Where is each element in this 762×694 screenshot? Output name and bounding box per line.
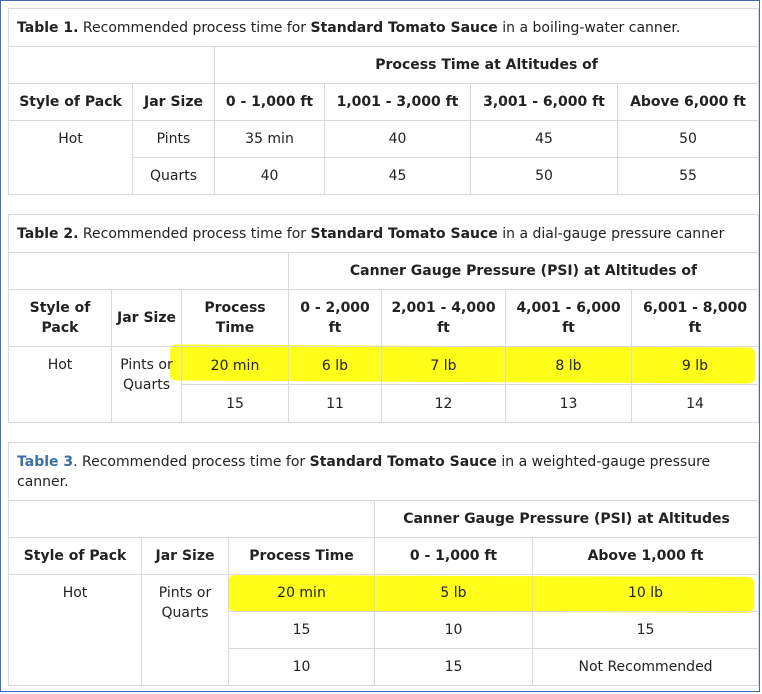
table-2-header-alt2: 2,001 - 4,000 ft xyxy=(381,289,506,347)
table-2-header-time: Process Time xyxy=(181,289,289,347)
table-1-style: Hot xyxy=(8,120,133,195)
table-1-cell: 35 min xyxy=(214,120,325,158)
table-row: 10 15 Not Recommended xyxy=(9,648,760,686)
table-2-cell: 8 lb xyxy=(505,346,632,385)
table-3-cell: 15 xyxy=(374,648,533,686)
table-3-header-time: Process Time xyxy=(228,537,375,575)
table-3-time: 20 min xyxy=(228,574,375,612)
table-1-cell: 40 xyxy=(324,120,471,158)
table-2-header-alt1: 0 - 2,000 ft xyxy=(288,289,382,347)
table-2-cell: 11 xyxy=(288,384,382,423)
table-3-cell: Not Recommended xyxy=(531,648,760,686)
table-1-header-alt3: 3,001 - 6,000 ft xyxy=(470,83,618,121)
table-1-header-alt2: 1,001 - 3,000 ft xyxy=(324,83,471,121)
table-2-cell: 14 xyxy=(631,384,759,423)
table-3-group-header: Canner Gauge Pressure (PSI) at Altitudes xyxy=(373,500,760,538)
table-2-header-alt3: 4,001 - 6,000 ft xyxy=(505,289,632,347)
table-1-group-header: Process Time at Altitudes of xyxy=(213,46,760,84)
table-1-jar: Pints xyxy=(132,120,215,158)
table-2-cell: 7 lb xyxy=(381,346,506,385)
table-2-blank-header xyxy=(8,252,289,290)
table-1-cell: 50 xyxy=(616,120,760,158)
table-1-header-jar: Jar Size xyxy=(132,83,215,121)
table-row: Hot Pints 35 min 40 45 50 xyxy=(8,120,760,195)
table-3-header-alt1: 0 - 1,000 ft xyxy=(374,537,533,575)
table-3-blank-header xyxy=(8,500,375,538)
table-3-header-style: Style of Pack xyxy=(8,537,142,575)
table-row: Quarts 40 45 50 55 xyxy=(9,157,760,195)
table-1-caption: Table 1. Recommended process time for St… xyxy=(7,8,760,47)
table-3-caption: Table 3. Recommended process time for St… xyxy=(7,442,760,501)
table-2-cell: 9 lb xyxy=(631,346,759,385)
table-3-header-alt2: Above 1,000 ft xyxy=(531,537,760,575)
table-2-header-jar: Jar Size xyxy=(111,289,182,347)
table-1: Table 1. Recommended process time for St… xyxy=(7,8,760,195)
table-1-cell: 40 xyxy=(214,157,325,195)
table-1-blank-header xyxy=(8,46,215,84)
table-1-cell: 55 xyxy=(616,157,760,195)
table-3-cell: 5 lb xyxy=(374,574,533,612)
table-1-header-alt4: Above 6,000 ft xyxy=(616,83,760,121)
table-3-style: Hot xyxy=(8,574,142,686)
table-3-header-jar: Jar Size xyxy=(141,537,229,575)
table-2-time: 20 min xyxy=(181,346,289,385)
table-3-cell: 10 lb xyxy=(531,574,760,612)
table-2-cell: 12 xyxy=(381,384,506,423)
table-2-jar: Pints or Quarts xyxy=(111,346,182,423)
table-1-header-alt1: 0 - 1,000 ft xyxy=(214,83,325,121)
table-2-cell: 13 xyxy=(505,384,632,423)
table-3-time: 15 xyxy=(228,611,375,649)
table-row: 15 11 12 13 14 xyxy=(9,384,759,423)
table-2: Table 2. Recommended process time for St… xyxy=(8,214,759,423)
table-3-cell: 15 xyxy=(531,611,760,649)
table-1-jar: Quarts xyxy=(132,157,215,195)
table-2-style: Hot xyxy=(8,346,112,423)
table-3-cell: 10 xyxy=(374,611,533,649)
table-row: Hot Pints or Quarts 20 min 6 lb 7 lb 8 l… xyxy=(8,346,759,423)
table-1-header-style: Style of Pack xyxy=(8,83,133,121)
table-2-time: 15 xyxy=(181,384,289,423)
table-3-link[interactable]: Table 3 xyxy=(17,453,74,470)
table-3-time: 10 xyxy=(228,648,375,686)
table-2-group-header: Canner Gauge Pressure (PSI) at Altitudes… xyxy=(288,252,759,290)
table-3-jar: Pints or Quarts xyxy=(141,574,229,686)
table-1-cell: 45 xyxy=(324,157,471,195)
table-1-cell: 50 xyxy=(470,157,618,195)
table-3: Table 3. Recommended process time for St… xyxy=(7,442,760,686)
table-2-header-alt4: 6,001 - 8,000 ft xyxy=(631,289,759,347)
table-1-cell: 45 xyxy=(470,120,618,158)
table-2-cell: 6 lb xyxy=(288,346,382,385)
table-row: Hot Pints or Quarts 20 min 5 lb 10 lb xyxy=(8,574,760,686)
table-2-header-style: Style of Pack xyxy=(8,289,112,347)
table-2-caption: Table 2. Recommended process time for St… xyxy=(8,214,759,253)
